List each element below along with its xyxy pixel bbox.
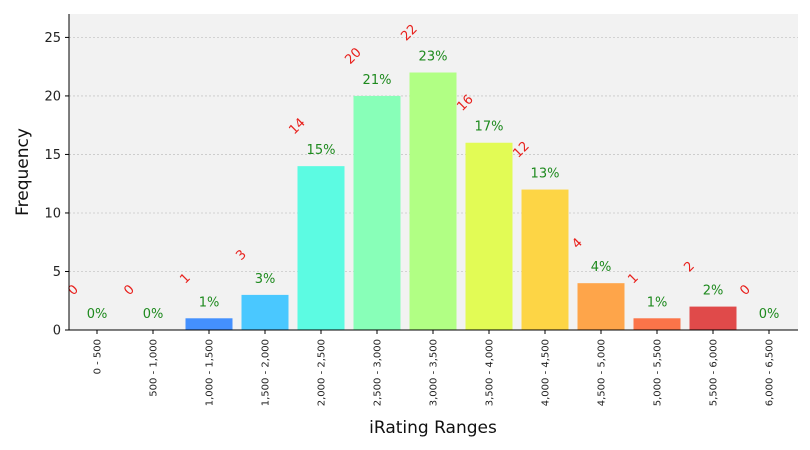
y-tick-label: 10 [44, 206, 61, 221]
x-tick-label: 3,500 - 4,000 [485, 339, 496, 406]
percent-label: 1% [647, 295, 668, 310]
percent-label: 3% [255, 272, 276, 287]
percent-label: 1% [199, 295, 220, 310]
bar [521, 189, 569, 330]
bar [409, 72, 457, 330]
bar [353, 95, 401, 330]
y-tick-label: 15 [44, 148, 61, 163]
bars [185, 72, 737, 330]
x-tick-label: 3,000 - 3,500 [429, 339, 440, 406]
bar [689, 306, 737, 330]
percent-label: 15% [307, 143, 336, 158]
percent-label: 23% [419, 50, 448, 65]
x-tick-label: 5,000 - 5,500 [653, 339, 664, 406]
x-axis-ticks: 0 - 500 500 - 1,000 1,000 - 1,500 1,500 - 2… [93, 330, 776, 406]
y-axis-label: Frequency [13, 128, 33, 216]
bar [185, 318, 233, 330]
y-tick-label: 0 [53, 324, 61, 339]
x-tick-label: 1,500 - 2,000 [261, 339, 272, 406]
x-tick-label: 2,500 - 3,000 [373, 339, 384, 406]
y-tick-label: 20 [44, 89, 61, 104]
x-tick-label: 6,000 - 6,500 [765, 339, 776, 406]
percent-label: 0% [143, 307, 164, 322]
y-tick-label: 25 [44, 31, 61, 46]
x-tick-label: 0 - 500 [93, 339, 104, 374]
y-tick-label: 5 [53, 265, 61, 280]
x-tick-label: 4,000 - 4,500 [541, 339, 552, 406]
bar [241, 294, 289, 330]
y-axis-ticks: 0 5 10 15 20 25 [44, 31, 69, 339]
percent-label: 2% [703, 284, 724, 299]
x-tick-label: 4,500 - 5,000 [597, 339, 608, 406]
percent-label: 21% [363, 73, 392, 88]
x-tick-label: 1,000 - 1,500 [205, 339, 216, 406]
x-tick-label: 2,000 - 2,500 [317, 339, 328, 406]
x-tick-label: 5,500 - 6,000 [709, 339, 720, 406]
percent-label: 17% [475, 120, 504, 135]
percent-label: 0% [87, 307, 108, 322]
percent-label: 0% [759, 307, 780, 322]
x-axis-label: iRating Ranges [369, 418, 497, 438]
x-tick-label: 500 - 1,000 [149, 339, 160, 397]
bar [465, 142, 513, 330]
bar [577, 283, 625, 330]
bar [633, 318, 681, 330]
percent-label: 13% [531, 167, 560, 182]
percent-label: 4% [591, 260, 612, 275]
bar [297, 166, 345, 330]
